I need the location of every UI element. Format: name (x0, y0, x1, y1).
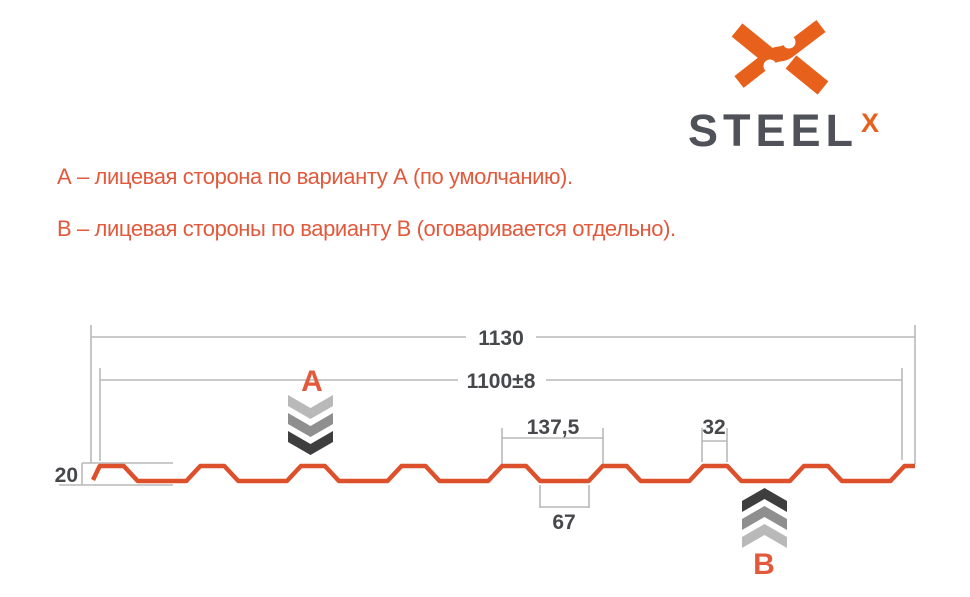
dimension-rib-top-width: 32 (701, 416, 728, 462)
dimension-rib-pitch: 137,5 (501, 416, 604, 464)
dimension-cover-width: 1100±8 (99, 368, 903, 461)
side-a-label: А (301, 365, 323, 398)
brand-logo: STEEL X (670, 15, 910, 155)
side-b-marker: В (742, 488, 787, 581)
brand-wordmark: STEEL X (688, 108, 910, 153)
dim-label-profile-height: 20 (55, 464, 78, 487)
steelx-logo-icon (731, 20, 829, 95)
side-a-marker: А (288, 365, 333, 455)
dim-label-cover-width: 1100±8 (467, 370, 536, 393)
brand-x-superscript: X (861, 108, 880, 138)
profile-sheet-outline (90, 463, 915, 484)
dim-label-rib-bottom-width: 67 (552, 511, 575, 534)
side-b-label: В (753, 548, 775, 581)
side-a-chevrons-icon (288, 395, 333, 455)
dimension-profile-height: 20 (55, 462, 173, 487)
dim-label-overall-width: 1130 (478, 327, 524, 350)
legend-line-a: А – лицевая сторона по варианту А (по ум… (57, 164, 573, 189)
dim-label-rib-top-width: 32 (702, 416, 725, 439)
brand-name-text: STEEL (688, 105, 859, 156)
dim-label-rib-pitch: 137,5 (527, 416, 580, 439)
side-b-chevrons-icon (742, 488, 787, 548)
dimension-overall-width: 1130 (90, 325, 916, 464)
legend-line-b: В – лицевая стороны по варианту В (огова… (57, 216, 676, 241)
dimension-rib-bottom-width: 67 (539, 485, 590, 534)
